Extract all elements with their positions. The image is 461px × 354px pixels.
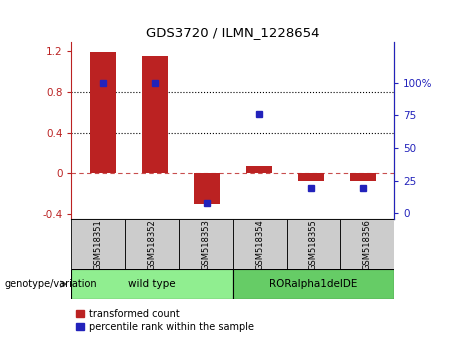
Bar: [233, 269, 394, 299]
Text: GSM518351: GSM518351: [94, 219, 103, 270]
Bar: [350, 173, 376, 181]
Text: GSM518353: GSM518353: [201, 219, 210, 270]
Bar: [90, 52, 116, 173]
Bar: [125, 219, 179, 269]
Bar: [142, 56, 168, 173]
Text: GSM518352: GSM518352: [148, 219, 157, 270]
Text: GSM518356: GSM518356: [363, 219, 372, 270]
Bar: [340, 219, 394, 269]
Bar: [246, 166, 272, 173]
Bar: [71, 219, 125, 269]
Bar: [233, 219, 287, 269]
Text: RORalpha1delDE: RORalpha1delDE: [269, 279, 358, 289]
Bar: [194, 173, 220, 204]
Bar: [298, 173, 324, 181]
Text: wild type: wild type: [128, 279, 176, 289]
Text: genotype/variation: genotype/variation: [5, 279, 97, 289]
Text: GSM518354: GSM518354: [255, 219, 264, 270]
Title: GDS3720 / ILMN_1228654: GDS3720 / ILMN_1228654: [146, 25, 319, 39]
Bar: [71, 269, 233, 299]
Text: GSM518355: GSM518355: [309, 219, 318, 270]
Bar: [179, 219, 233, 269]
Bar: [287, 219, 340, 269]
Legend: transformed count, percentile rank within the sample: transformed count, percentile rank withi…: [77, 309, 254, 332]
